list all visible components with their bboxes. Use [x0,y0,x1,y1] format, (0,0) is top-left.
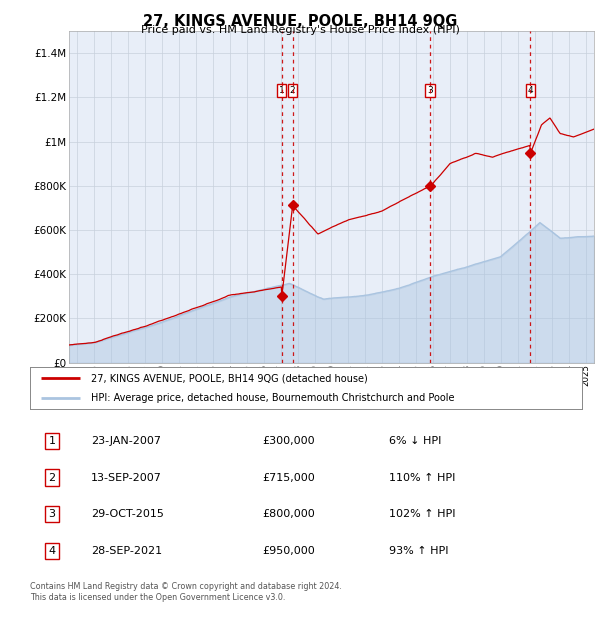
Text: £800,000: £800,000 [262,509,314,519]
Text: 13-SEP-2007: 13-SEP-2007 [91,472,161,482]
Text: 3: 3 [49,509,56,519]
Text: 2: 2 [49,472,56,482]
Text: 23-JAN-2007: 23-JAN-2007 [91,436,161,446]
Text: 1: 1 [49,436,56,446]
Text: 4: 4 [527,86,533,95]
Text: HPI: Average price, detached house, Bournemouth Christchurch and Poole: HPI: Average price, detached house, Bour… [91,393,454,403]
Text: 27, KINGS AVENUE, POOLE, BH14 9QG: 27, KINGS AVENUE, POOLE, BH14 9QG [143,14,457,29]
Text: 6% ↓ HPI: 6% ↓ HPI [389,436,441,446]
Text: 29-OCT-2015: 29-OCT-2015 [91,509,164,519]
Text: 93% ↑ HPI: 93% ↑ HPI [389,546,448,556]
Text: 110% ↑ HPI: 110% ↑ HPI [389,472,455,482]
Text: 28-SEP-2021: 28-SEP-2021 [91,546,162,556]
Text: £300,000: £300,000 [262,436,314,446]
Text: This data is licensed under the Open Government Licence v3.0.: This data is licensed under the Open Gov… [30,593,286,602]
Text: Contains HM Land Registry data © Crown copyright and database right 2024.: Contains HM Land Registry data © Crown c… [30,582,342,591]
Text: £950,000: £950,000 [262,546,314,556]
Text: 3: 3 [427,86,433,95]
Text: 102% ↑ HPI: 102% ↑ HPI [389,509,455,519]
Text: 4: 4 [49,546,56,556]
Text: 27, KINGS AVENUE, POOLE, BH14 9QG (detached house): 27, KINGS AVENUE, POOLE, BH14 9QG (detac… [91,373,367,383]
Text: Price paid vs. HM Land Registry's House Price Index (HPI): Price paid vs. HM Land Registry's House … [140,25,460,35]
Text: 2: 2 [290,86,295,95]
Text: 1: 1 [279,86,284,95]
Text: £715,000: £715,000 [262,472,314,482]
